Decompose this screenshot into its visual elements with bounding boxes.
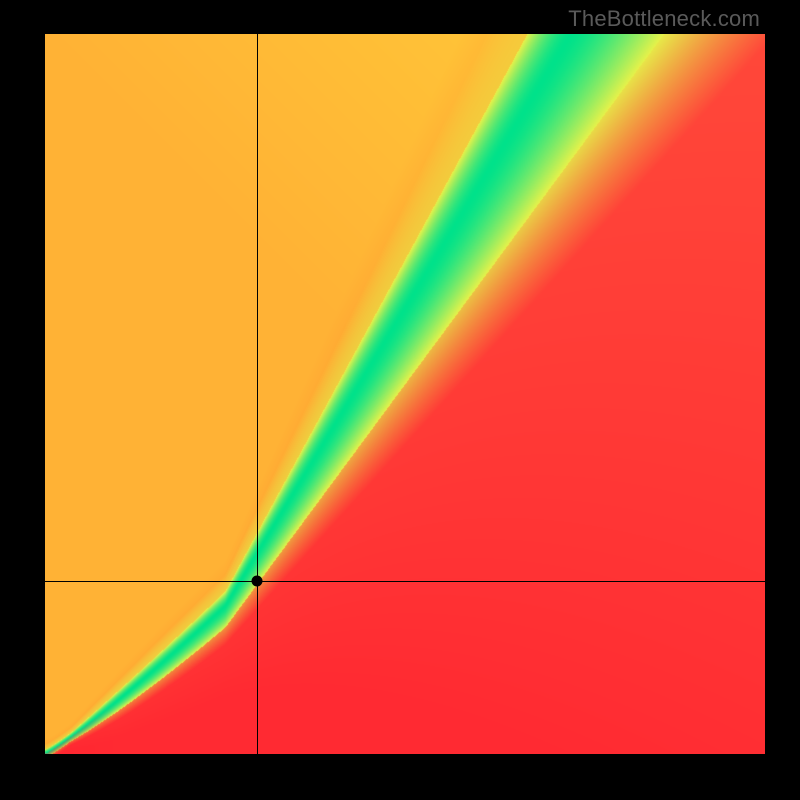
heatmap-canvas — [45, 34, 765, 754]
heatmap-plot — [45, 34, 765, 754]
chart-frame: TheBottleneck.com — [0, 0, 800, 800]
data-point-marker — [252, 576, 263, 587]
crosshair-horizontal — [45, 581, 765, 582]
watermark-text: TheBottleneck.com — [568, 6, 760, 32]
crosshair-vertical — [257, 34, 258, 754]
